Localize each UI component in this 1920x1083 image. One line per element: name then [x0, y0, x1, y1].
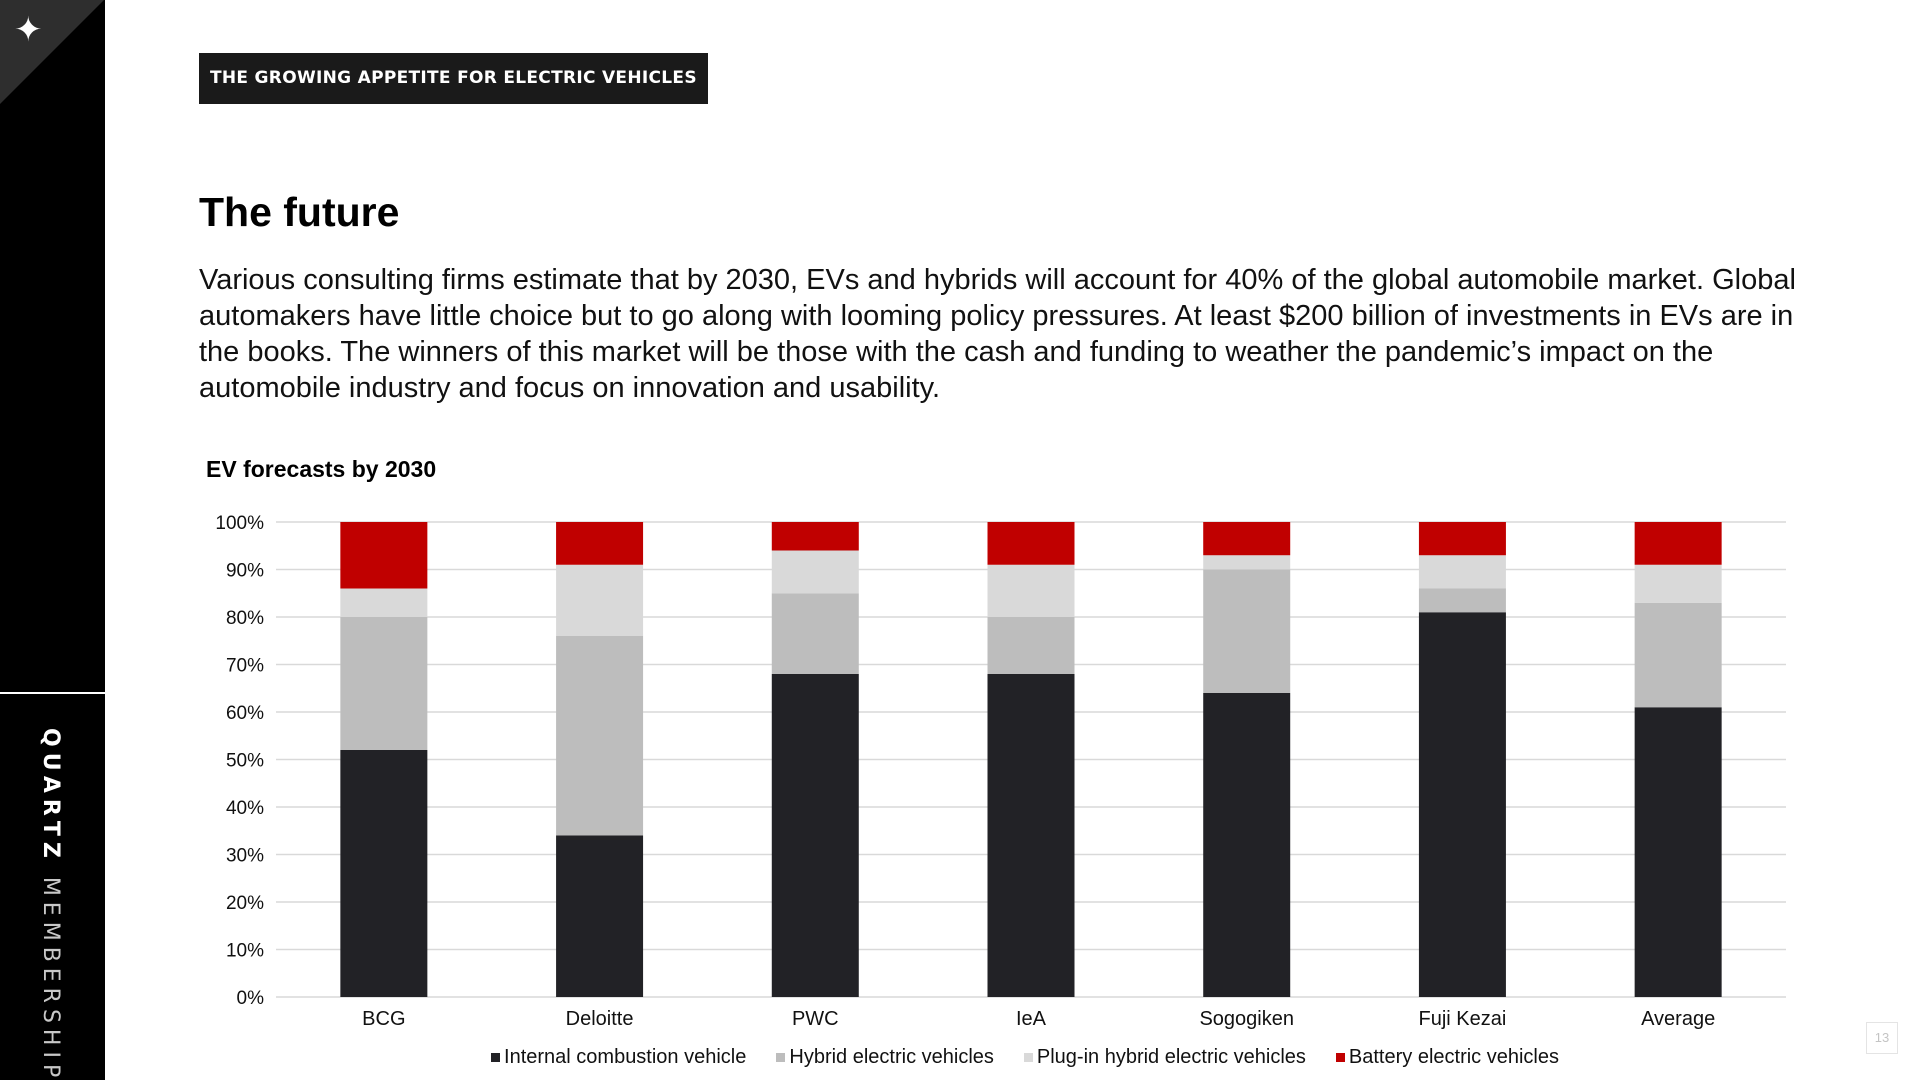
bar-segment: [1634, 707, 1722, 997]
bar-segment: [340, 750, 428, 997]
bar-segment: [1418, 522, 1506, 556]
chart-title: EV forecasts by 2030: [206, 456, 437, 482]
section-tag: THE GROWING APPETITE FOR ELECTRIC VEHICL…: [199, 53, 708, 104]
corner-fold: [0, 0, 104, 104]
bar-segment: [1203, 555, 1291, 570]
brand-bold: QUARTZ: [38, 728, 63, 864]
legend-swatch: [776, 1052, 786, 1062]
bar-segment: [771, 550, 859, 594]
bar-segment: [1203, 693, 1291, 997]
x-tick-label: Fuji Kezai: [1419, 1008, 1507, 1030]
y-tick-label: 100%: [215, 513, 264, 534]
sidebar: ✦ QUARTZ MEMBERSHIP: [0, 0, 105, 1083]
x-tick-label: BCG: [362, 1008, 405, 1030]
x-tick-label: Deloitte: [566, 1008, 634, 1030]
sidebar-divider: [0, 692, 105, 694]
y-tick-label: 80%: [226, 608, 264, 629]
legend-label: Battery electric vehicles: [1348, 1045, 1559, 1068]
y-tick-label: 40%: [226, 798, 264, 819]
brand-wordmark: QUARTZ MEMBERSHIP: [38, 728, 63, 1083]
bar-segment: [771, 674, 859, 997]
y-tick-label: 70%: [226, 656, 264, 677]
y-tick-label: 60%: [226, 703, 264, 724]
legend-item: Internal combustion vehicle: [491, 1046, 746, 1069]
stacked-bar-chart: 0% 10% 20% 30% 40% 50% 60% 70% 80% 90% 100% BCG Delo…: [215, 513, 1786, 1030]
bar-segment: [987, 522, 1075, 565]
page-title: The future: [199, 189, 400, 235]
x-tick-label: Average: [1641, 1008, 1715, 1030]
bar-segment: [1203, 522, 1291, 556]
legend-label: Internal combustion vehicle: [504, 1045, 747, 1068]
bar-segment: [1203, 569, 1291, 693]
legend-item: Battery electric vehicles: [1335, 1045, 1559, 1069]
bar-segment: [987, 674, 1075, 997]
bar-segment: [1634, 564, 1722, 603]
y-tick-label: 20%: [226, 893, 264, 914]
brand-rest: MEMBERSHIP: [38, 876, 63, 1083]
bar-segment: [556, 636, 644, 836]
bar-segment: [1418, 588, 1506, 613]
legend-swatch: [491, 1052, 501, 1062]
bar-segment: [340, 617, 428, 750]
bar-segment: [1634, 602, 1722, 708]
bar-segment: [340, 522, 428, 589]
legend-swatch: [1023, 1052, 1033, 1062]
bar-segment: [1418, 555, 1506, 589]
bar-segment: [987, 617, 1075, 674]
bar-segment: [340, 588, 428, 617]
bar-segment: [1634, 522, 1722, 565]
x-tick-label: PWC: [792, 1008, 839, 1030]
legend-item: Plug-in hybrid electric vehicles: [1023, 1045, 1306, 1069]
legend-label: Plug-in hybrid electric vehicles: [1036, 1045, 1306, 1068]
y-tick-label: 50%: [226, 751, 264, 772]
body-paragraph: Various consulting firms estimate that b…: [199, 264, 1796, 404]
bar-segment: [1418, 612, 1506, 997]
y-tick-label: 30%: [226, 846, 264, 867]
bar-segment: [556, 835, 644, 997]
bar-segment: [771, 522, 859, 551]
legend-label: Hybrid electric vehicles: [789, 1045, 994, 1068]
legend-swatch: [1335, 1052, 1345, 1062]
bar-segment: [556, 564, 644, 636]
y-tick-label: 90%: [226, 561, 264, 582]
x-tick-label: IeA: [1016, 1008, 1047, 1030]
y-tick-label: 0%: [237, 988, 265, 1009]
bar-segment: [987, 564, 1075, 617]
bar-segment: [771, 593, 859, 674]
chart-legend: Internal combustion vehicle Hybrid electr…: [0, 1042, 1920, 1072]
legend-item: Hybrid electric vehicles: [776, 1046, 994, 1069]
page-number: 13: [1866, 1022, 1898, 1054]
x-tick-label: Sogogiken: [1199, 1008, 1294, 1030]
bar-segment: [556, 522, 644, 565]
y-tick-label: 10%: [226, 941, 264, 962]
sparkle-star-icon: ✦: [14, 10, 43, 50]
